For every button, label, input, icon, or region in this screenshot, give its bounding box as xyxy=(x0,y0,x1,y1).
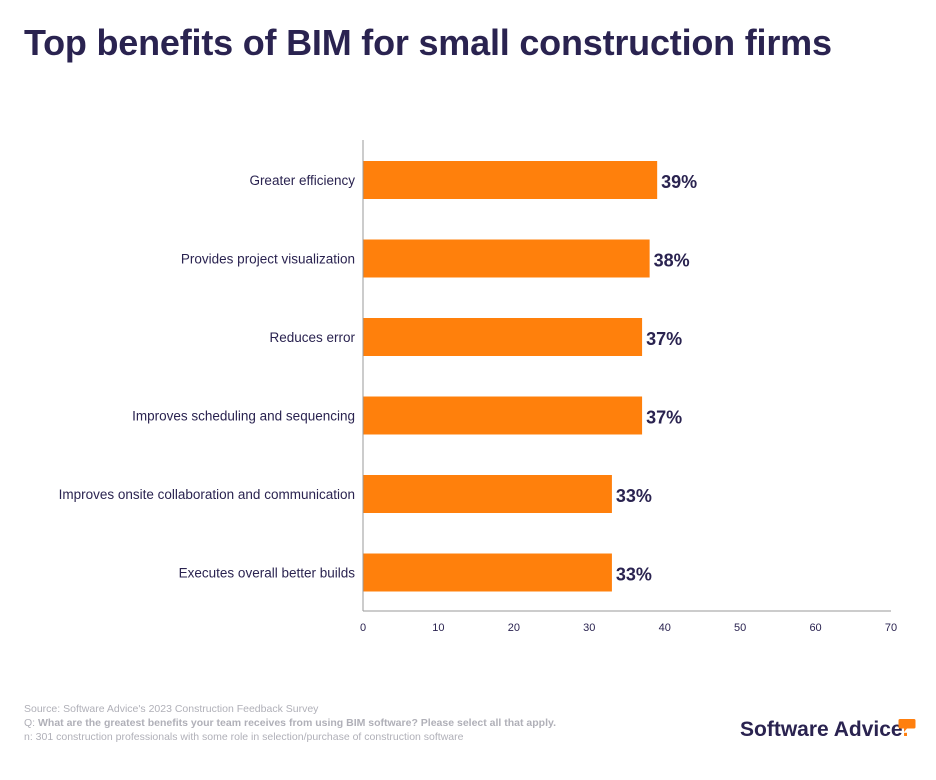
data-label: 38% xyxy=(654,251,690,271)
x-tick-label: 60 xyxy=(809,622,821,634)
bar xyxy=(363,239,650,278)
brand-logo: Software Advice. xyxy=(740,718,908,742)
data-label: 37% xyxy=(646,408,682,428)
category-label: Executes overall better builds xyxy=(179,566,356,581)
x-tick-label: 40 xyxy=(659,622,671,634)
bar xyxy=(363,161,658,199)
category-label: Greater efficiency xyxy=(249,173,355,188)
x-tick-label: 30 xyxy=(583,622,595,634)
bar xyxy=(363,396,643,435)
footer-sample: n: 301 construction professionals with s… xyxy=(24,731,464,743)
x-tick-label: 10 xyxy=(432,622,444,634)
brand-name: Software Advice xyxy=(740,718,903,741)
data-label: 33% xyxy=(616,565,652,585)
data-label: 39% xyxy=(661,172,697,192)
x-tick-label: 20 xyxy=(508,622,520,634)
bar-chart: Greater efficiency 39% Provides project vi… xyxy=(59,140,897,634)
footer-question-text: What are the greatest benefits your team… xyxy=(38,717,556,729)
category-label: Improves onsite collaboration and commun… xyxy=(59,487,355,502)
x-tick-label: 0 xyxy=(360,622,366,634)
data-label: 33% xyxy=(616,486,652,506)
footer-question: Q: What are the greatest benefits your t… xyxy=(24,717,556,729)
bar xyxy=(363,318,643,356)
data-label: 37% xyxy=(646,329,682,349)
category-label: Improves scheduling and sequencing xyxy=(132,409,355,424)
x-tick-label: 70 xyxy=(885,622,897,634)
x-tick-label: 50 xyxy=(734,622,746,634)
category-label: Reduces error xyxy=(269,330,355,345)
speech-bubble-icon xyxy=(898,719,916,732)
footer-source: Source: Software Advice's 2023 Construct… xyxy=(24,703,319,715)
footer-question-prefix: Q: xyxy=(24,717,39,729)
bar xyxy=(363,553,612,592)
category-label: Provides project visualization xyxy=(181,252,355,267)
chart-title: Top benefits of BIM for small constructi… xyxy=(24,22,832,63)
bar xyxy=(363,475,612,513)
